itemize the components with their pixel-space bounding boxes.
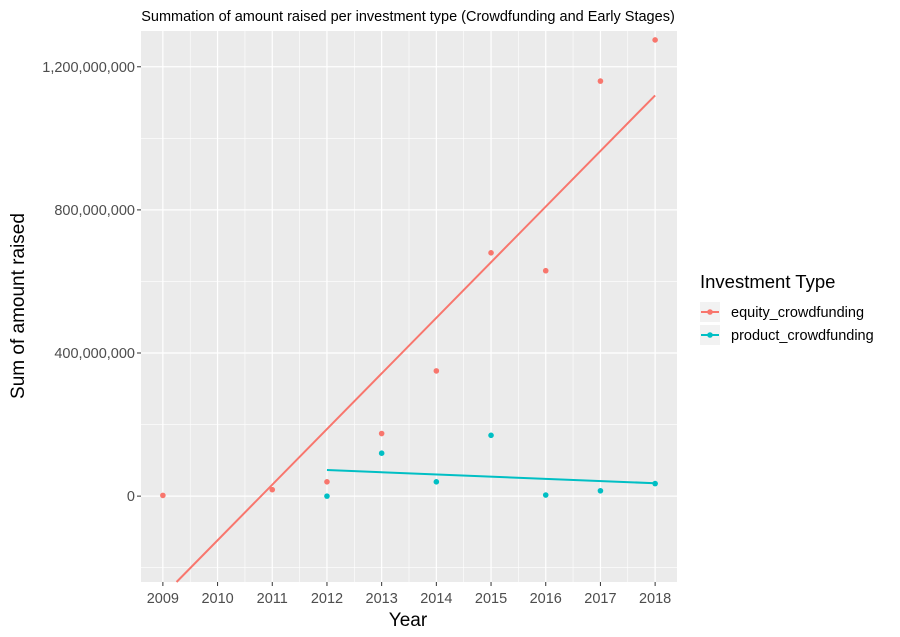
legend-label-equity_crowdfunding: equity_crowdfunding xyxy=(731,305,864,321)
trend-line-product_crowdfunding xyxy=(326,469,656,485)
x-tick-label: 2017 xyxy=(584,591,616,607)
x-tick-label: 2014 xyxy=(420,591,452,607)
legend-key-equity_crowdfunding xyxy=(700,302,720,322)
data-point-equity_crowdfunding xyxy=(433,368,440,374)
data-point-product_crowdfunding xyxy=(542,492,549,498)
legend: Investment Type equity_crowdfundingprodu… xyxy=(700,271,874,345)
x-tick-label: 2009 xyxy=(147,591,179,607)
y-axis-title: Sum of amount raised xyxy=(8,213,29,399)
x-tick-label: 2010 xyxy=(201,591,233,607)
data-point-equity_crowdfunding xyxy=(324,479,330,485)
data-point-product_crowdfunding xyxy=(488,432,494,439)
legend-label-product_crowdfunding: product_crowdfunding xyxy=(731,328,874,344)
data-point-product_crowdfunding xyxy=(324,493,330,499)
data-point-product_crowdfunding xyxy=(433,479,440,485)
x-tick-label: 2018 xyxy=(639,591,671,607)
data-point-equity_crowdfunding xyxy=(488,250,494,256)
y-tick-label: 1,200,000,000 xyxy=(42,60,135,76)
legend-key-point xyxy=(707,332,713,338)
data-point-product_crowdfunding xyxy=(652,480,658,487)
data-point-product_crowdfunding xyxy=(378,450,385,456)
data-point-equity_crowdfunding xyxy=(269,486,276,493)
legend-key-product_crowdfunding xyxy=(700,325,720,345)
axes: 2009 2010 2011 2012 2013 2014 2015 2016 2017 2018… xyxy=(42,60,671,607)
data-points xyxy=(160,37,658,499)
y-tick-label: 800,000,000 xyxy=(54,203,135,219)
x-tick-label: 2011 xyxy=(257,591,288,607)
data-point-equity_crowdfunding xyxy=(542,267,549,274)
legend-title: Investment Type xyxy=(700,271,835,292)
trend-line-equity_crowdfunding xyxy=(175,94,656,583)
x-axis-title: Year xyxy=(389,610,428,631)
x-tick-label: 2016 xyxy=(530,591,562,607)
y-tick-label: 400,000,000 xyxy=(54,346,135,362)
x-tick-label: 2012 xyxy=(311,591,343,607)
x-tick-label: 2015 xyxy=(475,591,507,607)
y-tick-label: 0 xyxy=(127,489,135,505)
data-point-product_crowdfunding xyxy=(597,487,604,494)
trend-lines xyxy=(175,94,656,583)
data-point-equity_crowdfunding xyxy=(652,37,658,43)
data-point-equity_crowdfunding xyxy=(160,492,166,499)
x-tick-label: 2013 xyxy=(366,591,398,607)
legend-key-point xyxy=(707,309,713,315)
data-point-equity_crowdfunding xyxy=(378,430,385,437)
data-point-equity_crowdfunding xyxy=(597,78,604,84)
chart-title: Summation of amount raised per investmen… xyxy=(141,9,675,25)
